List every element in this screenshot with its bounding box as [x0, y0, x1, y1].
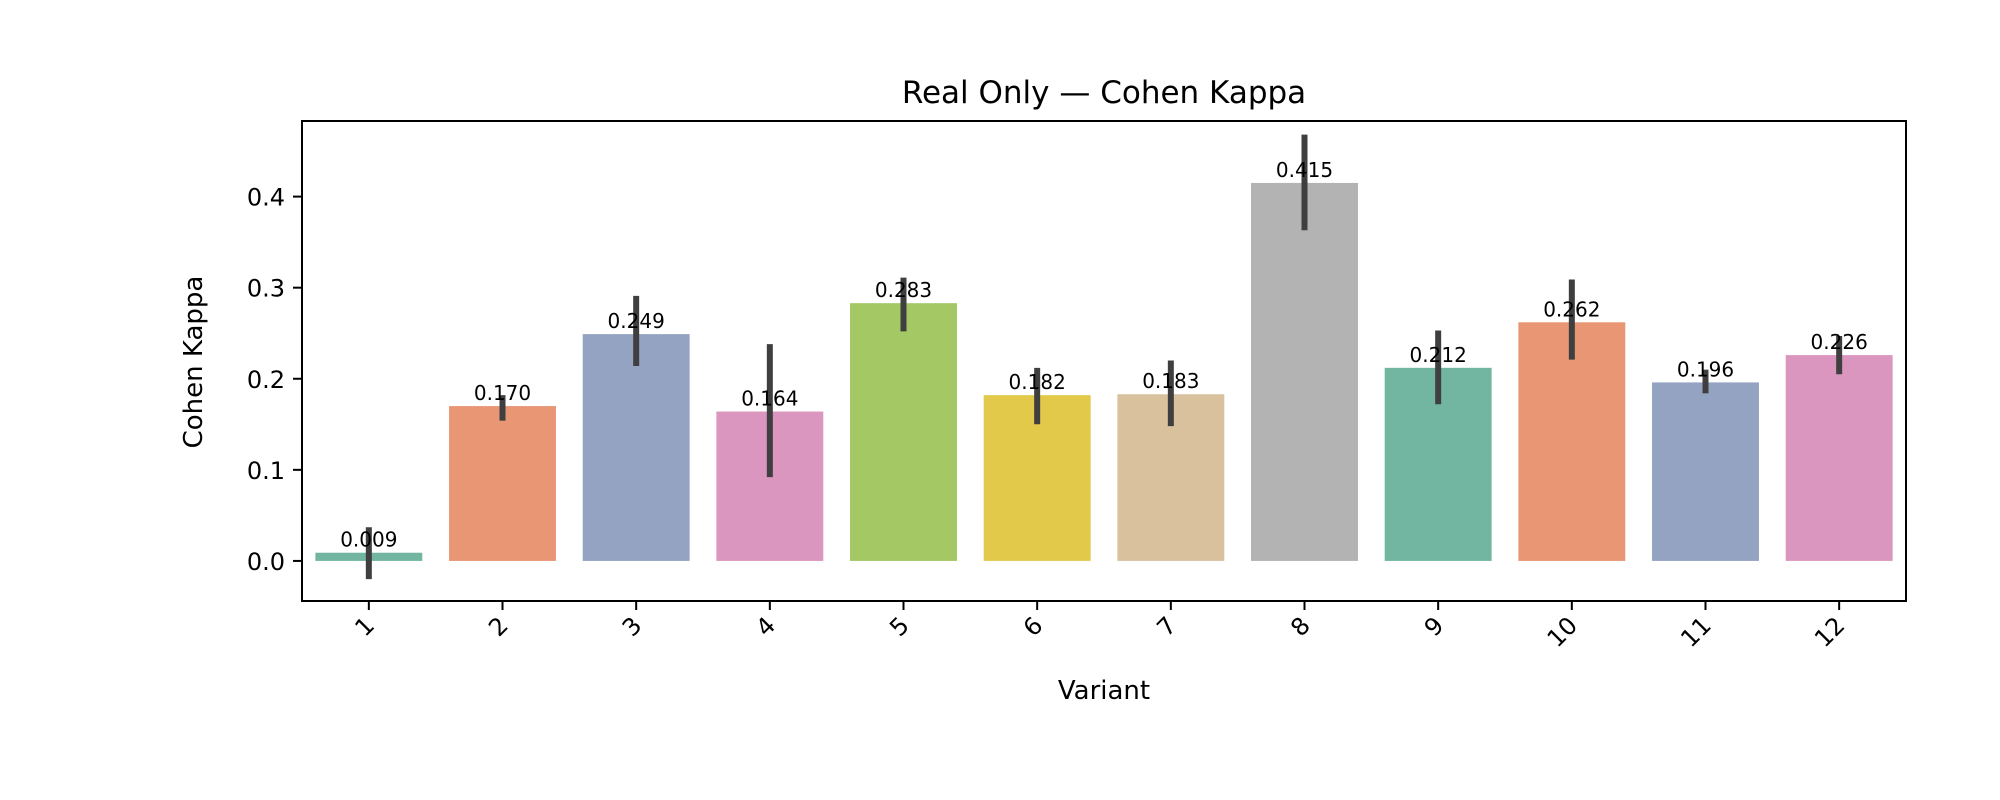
y-tick-label: 0.2	[247, 366, 285, 394]
x-axis-ticks: 1 2 3 4 5 6 7 8 9 10 11 12	[349, 601, 1850, 653]
x-tick-label: 12	[1809, 611, 1850, 652]
bar-value-label: 0.164	[741, 387, 798, 411]
bar-value-label: 0.212	[1410, 343, 1467, 367]
x-tick-label: 8	[1285, 611, 1316, 642]
x-tick-label: 3	[617, 611, 648, 642]
bar	[1251, 182, 1358, 561]
x-axis-label: Variant	[1058, 676, 1150, 706]
y-tick-label: 0.4	[247, 184, 285, 212]
bar-value-label: 0.009	[340, 528, 397, 552]
bar	[1785, 355, 1893, 561]
bar-value-label: 0.170	[474, 381, 531, 405]
bar	[1518, 322, 1626, 561]
bars-group	[315, 182, 1893, 561]
x-tick-label: 2	[483, 611, 514, 642]
bar-value-label: 0.249	[608, 309, 665, 333]
error-bars-group	[365, 134, 1843, 580]
bar-value-label: 0.182	[1009, 370, 1066, 394]
plot-frame	[301, 120, 1907, 602]
y-axis-ticks: 0.0 0.1 0.2 0.3 0.4	[247, 184, 302, 576]
x-tick-label: 9	[1419, 611, 1450, 642]
bar-value-label: 0.196	[1677, 357, 1734, 381]
bar	[449, 406, 556, 561]
x-tick-label: 6	[1018, 611, 1049, 642]
x-tick-label: 11	[1675, 611, 1716, 652]
x-tick-label: 5	[884, 611, 915, 642]
bar-value-label: 0.226	[1811, 330, 1868, 354]
bar-value-label: 0.283	[875, 278, 932, 302]
bar-value-label: 0.415	[1276, 158, 1333, 182]
y-axis-label: Cohen Kappa	[179, 276, 209, 449]
y-tick-label: 0.3	[247, 275, 285, 303]
y-tick-label: 0.0	[247, 548, 285, 576]
x-tick-label: 1	[349, 611, 380, 642]
data-labels-group: 0.009 0.170 0.249 0.164 0.283 0.182 0.183 0.415…	[340, 158, 1868, 552]
bar-value-label: 0.262	[1543, 297, 1600, 321]
y-tick-label: 0.1	[247, 457, 285, 485]
x-tick-label: 7	[1151, 611, 1182, 642]
bar	[582, 334, 690, 561]
bar	[1652, 382, 1759, 561]
bar	[850, 303, 957, 561]
x-tick-label: 10	[1542, 611, 1583, 652]
x-tick-label: 4	[750, 611, 781, 642]
bar-value-label: 0.183	[1142, 369, 1199, 393]
chart-title: Real Only — Cohen Kappa	[902, 75, 1306, 111]
